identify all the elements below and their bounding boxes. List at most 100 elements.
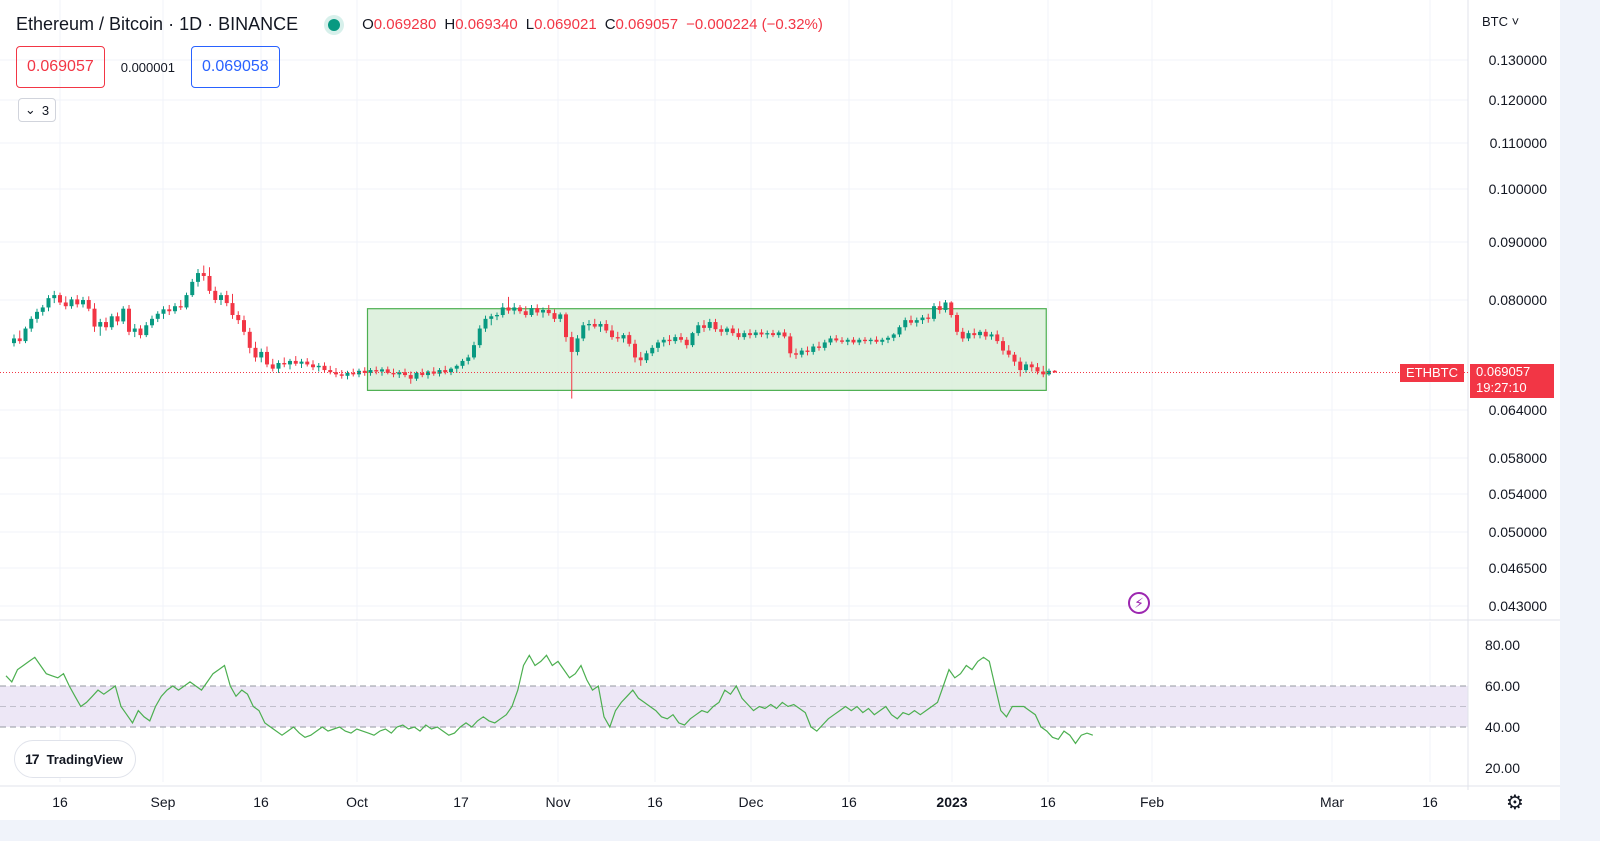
- candle-body: [868, 339, 873, 342]
- candle-body: [920, 317, 925, 321]
- candle-body: [150, 318, 154, 326]
- candle-body: [1041, 371, 1046, 375]
- candle-body: [201, 273, 206, 276]
- candle-body: [454, 365, 459, 369]
- candle-body: [276, 363, 281, 369]
- chevron-down-icon: ˅: [1511, 14, 1520, 29]
- candle-body: [960, 331, 965, 339]
- candle-body: [955, 315, 959, 332]
- x-tick-label: 16: [1040, 794, 1056, 810]
- currency-label: BTC: [1482, 14, 1508, 29]
- candle-body: [529, 308, 534, 316]
- candle-body: [903, 320, 908, 328]
- ohlc-open-key: O: [362, 16, 374, 33]
- rsi-series: [5, 654, 1094, 745]
- candle-body: [845, 339, 850, 342]
- tradingview-logo[interactable]: 17 TradingView: [14, 740, 136, 778]
- candle-body: [909, 320, 913, 323]
- ohlc-close-key: C: [604, 16, 616, 33]
- candle-body: [558, 314, 563, 319]
- price-tick-label: 0.046500: [1489, 560, 1548, 576]
- price-tick-label: 0.050000: [1489, 524, 1548, 540]
- price-tick-label: 0.058000: [1489, 450, 1548, 466]
- candle-body: [316, 365, 321, 368]
- candle-body: [989, 334, 994, 337]
- candle-body: [437, 370, 442, 374]
- candle-body: [972, 333, 977, 336]
- symbol-legend[interactable]: Ethereum / Bitcoin · 1D · BINANCE O 0.069…: [16, 14, 823, 35]
- candle-body: [161, 309, 166, 314]
- candle-body: [891, 334, 896, 338]
- gear-icon[interactable]: ⚙: [1506, 792, 1524, 814]
- candle-body: [943, 302, 948, 310]
- candle-body: [598, 323, 603, 327]
- candle-body: [817, 346, 821, 348]
- lightning-icon[interactable]: ⚡: [1128, 592, 1150, 614]
- candle-body: [495, 315, 499, 317]
- candle-body: [288, 360, 292, 365]
- candle-body: [765, 333, 770, 335]
- candle-body: [477, 328, 482, 346]
- candle-body: [696, 325, 701, 334]
- trade-buttons: 0.069057 0.000001 0.069058: [16, 46, 280, 88]
- candle-body: [506, 307, 511, 311]
- candle-body: [408, 375, 413, 379]
- candle-body: [523, 311, 528, 316]
- ohlc-low-value: 0.069021: [534, 16, 597, 33]
- x-tick-label: 16: [52, 794, 68, 810]
- candle-body: [592, 323, 597, 327]
- candle-body: [966, 333, 971, 339]
- candle-body: [138, 328, 143, 336]
- candle-body: [224, 295, 229, 304]
- candle-body: [932, 306, 936, 319]
- rsi-tick-label: 80.00: [1485, 637, 1520, 653]
- indicators-toggle-button[interactable]: ⌄ 3: [18, 98, 56, 122]
- candle-body: [1012, 354, 1017, 362]
- candle-body: [265, 351, 269, 365]
- candle-body: [12, 338, 16, 344]
- candle-body: [69, 299, 74, 307]
- candle-body: [483, 318, 488, 329]
- candle-body: [247, 331, 252, 348]
- currency-selector[interactable]: BTC ˅: [1482, 14, 1519, 29]
- tradingview-wordmark: TradingView: [46, 751, 123, 767]
- sell-price-button[interactable]: 0.069057: [16, 46, 105, 88]
- candle-body: [822, 342, 827, 348]
- candle-body: [587, 323, 591, 326]
- ohlc-high-key: H: [444, 16, 456, 33]
- indicator-count: 3: [41, 102, 50, 118]
- candle-body: [196, 273, 200, 282]
- candle-body: [1047, 370, 1051, 375]
- candle-body: [173, 306, 177, 312]
- price-tick-label: 0.120000: [1489, 92, 1548, 108]
- candle-body: [414, 372, 419, 379]
- candle-body: [650, 347, 655, 354]
- buy-price-button[interactable]: 0.069058: [190, 46, 280, 88]
- candle-body: [23, 328, 28, 342]
- candle-body: [725, 328, 729, 332]
- symbol-title[interactable]: Ethereum / Bitcoin · 1D · BINANCE: [16, 14, 299, 34]
- candle-body: [58, 295, 62, 303]
- candle-body: [857, 339, 862, 343]
- candlestick-series: [12, 265, 1057, 399]
- candle-body: [339, 374, 344, 376]
- candle-body: [207, 275, 212, 291]
- range-box[interactable]: [366, 308, 1047, 391]
- candle-body: [121, 308, 126, 322]
- candle-body: [345, 372, 350, 376]
- candle-body: [748, 333, 752, 336]
- candle-body: [40, 307, 45, 312]
- ohlc-change: −0.000224 (−0.32%): [686, 16, 823, 33]
- candle-body: [86, 300, 91, 309]
- candle-body: [449, 368, 453, 373]
- candle-body: [742, 333, 747, 338]
- price-tick-label: 0.043000: [1489, 598, 1548, 614]
- ohlc-high-value: 0.069340: [455, 16, 518, 33]
- candle-body: [426, 371, 430, 376]
- candle-body: [564, 314, 568, 338]
- candle-body: [17, 338, 22, 342]
- candle-body: [949, 302, 954, 316]
- candle-body: [805, 350, 810, 352]
- rsi-tick-label: 40.00: [1485, 719, 1520, 735]
